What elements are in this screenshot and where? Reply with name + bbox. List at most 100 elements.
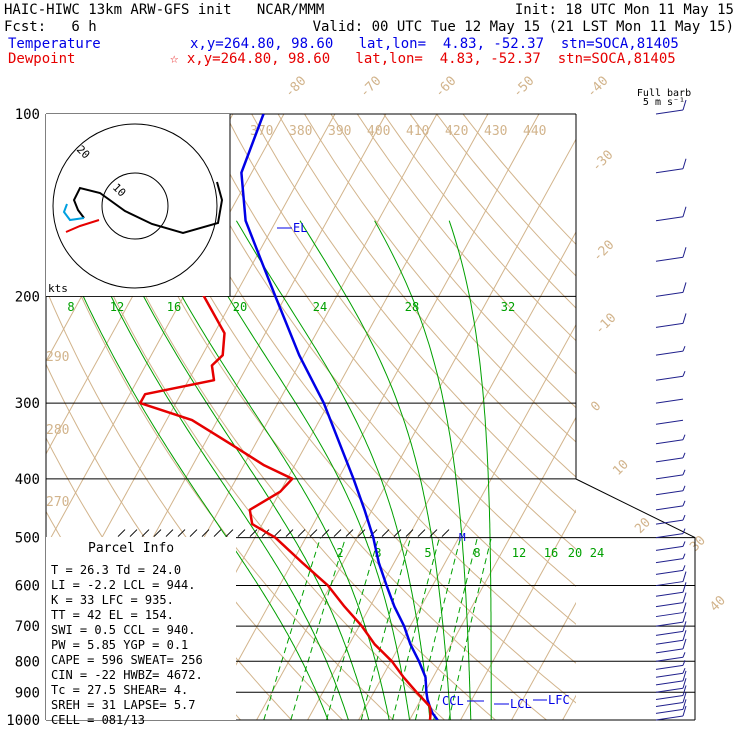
freezing-level-hatch — [249, 529, 258, 537]
freezing-level-hatch — [189, 529, 198, 537]
wind-barb-flag — [682, 206, 687, 217]
wind-barb-flag — [682, 592, 687, 603]
wind-barb-staff — [655, 398, 684, 404]
wind-barb-flag — [682, 313, 687, 324]
hodograph-trace-upper — [72, 181, 224, 235]
dry-adiabat-line — [198, 114, 576, 587]
freezing-level-hatch — [285, 529, 294, 537]
dry-adiabat-line — [436, 114, 576, 277]
wind-barb-half — [682, 514, 686, 521]
parcel-info-row: LI = -2.2 LCL = 944. — [51, 578, 196, 592]
isotherm-label: -50 — [510, 74, 537, 101]
isotherm-line — [562, 694, 576, 720]
dry-adiabat-line — [356, 114, 576, 375]
legend-temperature: Temperature — [8, 36, 101, 52]
wind-barb-flag — [682, 621, 687, 632]
wind-barb-flag — [682, 670, 687, 682]
freezing-level-hatch — [165, 529, 174, 537]
freezing-level-hatch — [153, 529, 162, 537]
wind-barb-flag — [682, 630, 687, 641]
wind-barb-half — [682, 371, 686, 377]
wind-barb-half — [682, 434, 686, 440]
wind-barb-staff — [655, 256, 684, 262]
pressure-label: 600 — [15, 579, 40, 595]
wind-barb-staff — [655, 474, 684, 480]
hodograph: 20 10 kts — [46, 114, 231, 296]
mixing-ratio-line — [326, 537, 380, 720]
freezing-level-hatch — [369, 529, 378, 537]
moist-adiabat-label: 32 — [501, 300, 515, 314]
dry-adiabat-line — [304, 114, 576, 443]
freezing-level-hatch — [405, 529, 414, 537]
wind-barb-flag — [682, 247, 687, 258]
pressure-label: 500 — [15, 531, 40, 547]
moist-adiabat-label: 24 — [313, 300, 327, 314]
moist-adiabat-line — [374, 220, 472, 720]
dry-adiabat-line — [46, 210, 394, 720]
dry-adiabat-label: 280 — [46, 423, 69, 438]
wind-barb-staff — [655, 680, 684, 686]
dry-adiabat-label: 430 — [484, 124, 507, 139]
parcel-info-row: SREH = 31 LAPSE= 5.7 — [51, 698, 196, 712]
freezing-level-hatch — [237, 529, 246, 537]
dry-adiabat-label: 270 — [46, 495, 69, 510]
hodograph-trace-mid — [62, 203, 85, 222]
wind-barb-staff — [655, 672, 684, 678]
wind-barb-flag — [682, 611, 687, 623]
dry-adiabat-line — [277, 114, 576, 478]
isotherm-label: -30 — [589, 148, 616, 175]
pressure-label: 300 — [15, 396, 40, 412]
freezing-level-hatch — [297, 529, 306, 537]
wind-barb-staff — [655, 639, 684, 645]
isotherm-line — [256, 138, 576, 720]
wind-barb-staff — [655, 569, 684, 575]
wind-barb-half — [682, 541, 686, 547]
hodograph-ring-outer — [52, 123, 218, 289]
wind-barbs — [655, 99, 687, 721]
dry-adiabat-label: 380 — [289, 124, 312, 139]
lfc-label: LFC — [548, 693, 570, 707]
wind-barb-staff — [655, 602, 684, 608]
parcel-info-panel: Parcel Info T = 26.3 Td = 24.0LI = -2.2 … — [46, 537, 236, 727]
wind-barb-staff — [655, 648, 684, 654]
wind-barb-staff — [655, 419, 684, 425]
wind-barb-staff — [655, 490, 684, 496]
wind-barb-staff — [655, 612, 684, 618]
moist-adiabat-line — [141, 220, 390, 720]
wind-barb-staff — [655, 664, 684, 670]
header-valid: Valid: 00 UTC Tue 12 May 15 (21 LST Mon … — [313, 19, 734, 35]
wind-barb-staff — [655, 519, 684, 525]
pressure-label: 800 — [15, 654, 40, 670]
dry-adiabat-label: 410 — [406, 124, 429, 139]
freezing-level-hatch — [213, 529, 222, 537]
parcel-info-title: Parcel Info — [88, 541, 174, 556]
moist-adiabat-label: 28 — [405, 300, 419, 314]
wind-barb-staff — [655, 715, 684, 721]
isotherm-label: 20 — [632, 515, 654, 537]
wind-barb-staff — [655, 591, 684, 597]
mixing-ratio-label: 2 — [336, 546, 343, 560]
isotherm-label: 10 — [610, 457, 632, 479]
header-init: Init: 18 UTC Mon 11 May 15 — [515, 2, 734, 18]
dry-adiabat-line — [251, 114, 576, 514]
ccl-label: CCL — [442, 694, 464, 708]
dry-adiabat-line — [171, 114, 576, 625]
moist-adiabat-label: 12 — [110, 300, 124, 314]
wind-barb-flag — [682, 282, 687, 293]
hodograph-kts-label: kts — [48, 282, 68, 295]
pressure-label: 700 — [15, 619, 40, 635]
wind-barb-flag — [682, 158, 687, 169]
wind-barb-staff — [655, 168, 684, 174]
wind-barb-half — [682, 452, 686, 459]
moist-adiabat-label: 16 — [167, 300, 181, 314]
wind-barb-staff — [655, 216, 684, 222]
wind-barb-half — [682, 652, 686, 658]
legend-temperature-info: x,y=264.80, 98.60 lat,lon= 4.83, -52.37 … — [190, 36, 679, 52]
freezing-level-hatch — [381, 529, 390, 537]
moist-adiabat-line — [448, 220, 492, 720]
wind-barb-staff — [655, 375, 684, 381]
wind-barb-staff — [655, 545, 684, 551]
wind-barb-flag — [682, 571, 687, 582]
wind-barb-flag — [682, 638, 687, 650]
freezing-level-hatch — [393, 529, 402, 537]
